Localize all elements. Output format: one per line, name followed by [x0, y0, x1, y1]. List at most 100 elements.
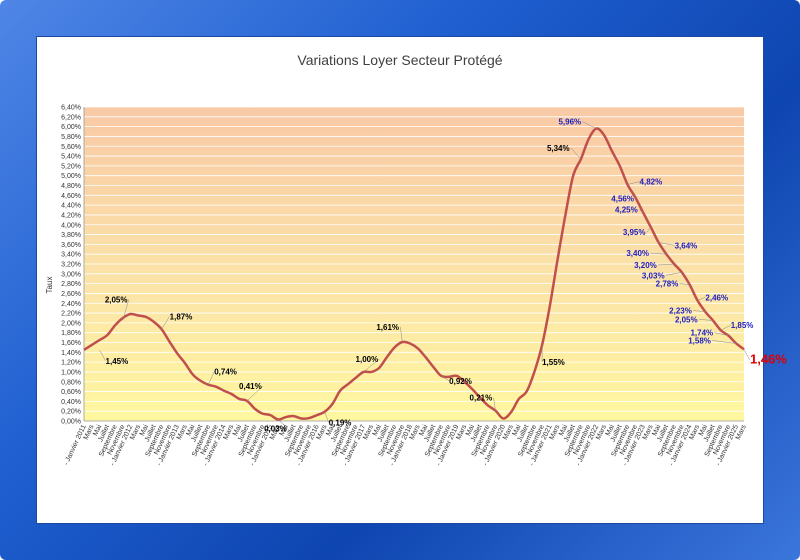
data-label: 0,03% — [264, 425, 287, 434]
y-tick-label: 3,80% — [61, 232, 81, 239]
y-tick-label: 0,40% — [61, 399, 81, 406]
y-tick-label: 2,60% — [61, 291, 81, 298]
y-tick-label: 3,20% — [61, 262, 81, 269]
y-tick-label: 0,00% — [61, 419, 81, 426]
x-tick-label: Mai — [512, 423, 523, 437]
label-leader-line — [99, 349, 106, 361]
data-label: 3,20% — [634, 261, 657, 270]
x-tick-label: Mai — [698, 423, 709, 437]
y-tick-label: 4,20% — [61, 212, 81, 219]
label-leader-line — [363, 358, 380, 373]
data-label: 3,95% — [623, 228, 646, 237]
data-label: 4,82% — [640, 178, 663, 187]
y-tick-label: 5,80% — [61, 134, 81, 141]
data-labels: 2,05% 1,45% 1,87% 0,74%0,41% 0,03% 0,19% 1,00%… — [99, 118, 787, 434]
data-label: 5,34% — [547, 144, 570, 153]
y-tick-label: 1,00% — [61, 369, 81, 376]
data-label: 1,45% — [106, 357, 129, 366]
label-leader-line — [658, 263, 675, 266]
label-leader-line — [161, 316, 170, 330]
label-leader-line — [277, 419, 289, 429]
data-label: 3,40% — [626, 249, 649, 258]
y-tick-label: 4,80% — [61, 183, 81, 190]
label-leader-line — [400, 326, 403, 343]
x-tick-label: Mai — [232, 423, 243, 437]
y-tick-label: 3,60% — [61, 242, 81, 249]
data-label: 2,05% — [105, 295, 128, 304]
y-tick-label: 1,80% — [61, 330, 81, 337]
data-label: 0,41% — [239, 382, 262, 391]
data-label: 1,00% — [356, 355, 379, 364]
x-tick-label: Mai — [325, 423, 336, 437]
x-tick-label: Mai — [465, 423, 476, 437]
label-leader-line — [693, 310, 706, 312]
y-tick-label: 2,40% — [61, 301, 81, 308]
label-leader-line — [646, 227, 652, 233]
label-leader-line — [714, 332, 729, 336]
chart-title: Variations Loyer Secteur Protégé — [297, 52, 503, 68]
label-leader-line — [712, 340, 737, 344]
label-leader-line — [698, 319, 713, 321]
label-leader-line — [122, 299, 130, 321]
data-label: 1,87% — [170, 312, 193, 321]
label-leader-line — [582, 121, 597, 129]
y-tick-label: 2,80% — [61, 281, 81, 288]
y-tick-label: 6,00% — [61, 124, 81, 131]
data-label: 0,19% — [329, 419, 352, 428]
x-tick-label: Mai — [139, 423, 150, 437]
y-tick-label: 5,20% — [61, 163, 81, 170]
y-tick-label: 3,40% — [61, 252, 81, 259]
data-label: 4,56% — [611, 194, 634, 203]
y-tick-label: 1,40% — [61, 350, 81, 357]
x-tick-label: Mai — [605, 423, 616, 437]
label-leader-line — [627, 181, 640, 185]
label-leader-line — [658, 242, 675, 246]
y-axis-label: Taux — [45, 277, 54, 294]
label-leader-line — [441, 375, 450, 382]
data-label: 3,03% — [642, 271, 665, 280]
label-leader-line — [493, 397, 496, 411]
x-tick-label: Mai — [418, 423, 429, 437]
data-label: 5,96% — [558, 118, 581, 127]
label-leader-line — [246, 385, 264, 402]
x-tick-label: Mai — [651, 423, 662, 437]
label-leader-line — [638, 209, 644, 213]
y-axis: 0,00% 0,20% 0,40% 0,60% 0,80% 1,00% 1,20% 1,40%… — [61, 105, 744, 426]
label-leader-line — [324, 411, 329, 423]
y-tick-label: 0,20% — [61, 409, 81, 416]
y-tick-label: 0,80% — [61, 379, 81, 386]
y-tick-label: 3,00% — [61, 271, 81, 278]
y-tick-label: 5,40% — [61, 154, 81, 161]
y-tick-label: 5,60% — [61, 144, 81, 151]
x-tick-label: - Janvier 2011 — [63, 424, 88, 467]
y-tick-label: 4,60% — [61, 193, 81, 200]
data-label: 2,23% — [669, 307, 692, 316]
data-label: 3,64% — [675, 241, 698, 250]
data-label: 2,05% — [675, 315, 698, 324]
label-leader-line — [697, 297, 706, 301]
data-label: 1,61% — [376, 323, 399, 332]
x-tick-label: Mai — [185, 423, 196, 437]
label-leader-line — [743, 349, 751, 361]
data-label: 2,46% — [705, 293, 728, 302]
x-tick-label: Mai — [92, 423, 103, 437]
label-leader-line — [208, 371, 215, 385]
label-leader-line — [679, 283, 690, 285]
data-label: 1,46% — [750, 351, 787, 366]
label-leader-line — [570, 147, 582, 160]
y-tick-label: 4,00% — [61, 222, 81, 229]
y-tick-label: 2,00% — [61, 320, 81, 327]
y-tick-label: 6,20% — [61, 114, 81, 121]
label-leader-line — [665, 272, 682, 276]
x-axis: - Janvier 2011MarsMaiJuilletSeptembreNov… — [63, 423, 748, 467]
y-tick-label: 5,00% — [61, 173, 81, 180]
data-label: 2,78% — [656, 280, 679, 289]
x-tick-label: Mai — [558, 423, 569, 437]
data-label: 0,92% — [449, 377, 472, 386]
x-tick-label: Mai — [372, 423, 383, 437]
x-tick-label: Mai — [279, 423, 290, 437]
y-tick-label: 0,60% — [61, 389, 81, 396]
y-tick-label: 4,40% — [61, 203, 81, 210]
data-label: 1,85% — [731, 321, 754, 330]
y-tick-label: 1,60% — [61, 340, 81, 347]
